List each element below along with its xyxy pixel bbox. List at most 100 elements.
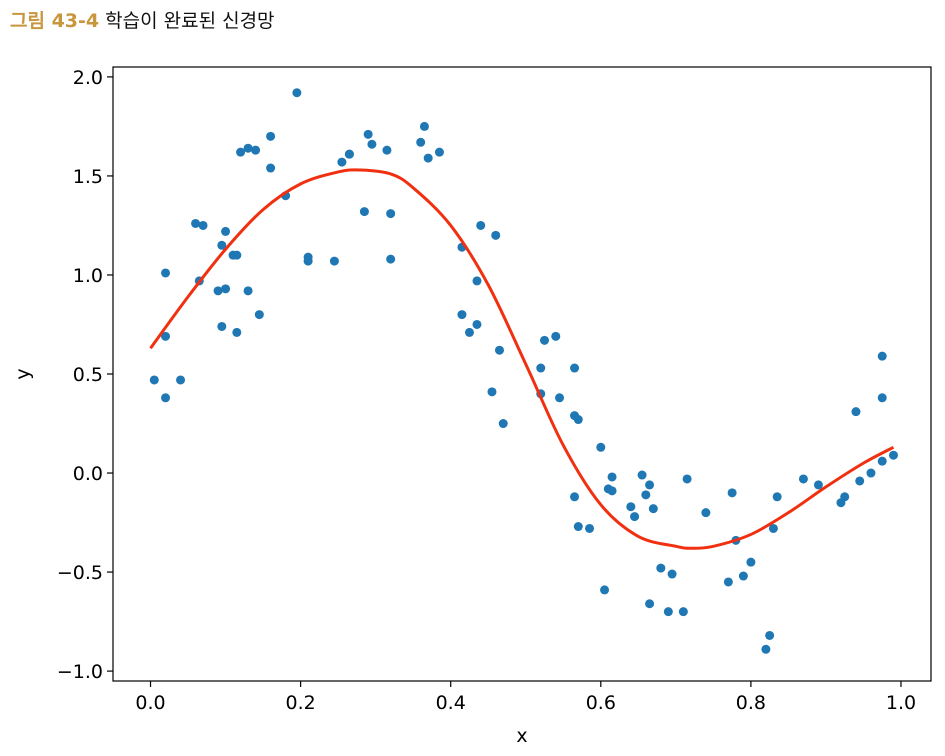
data-point <box>149 375 159 385</box>
data-point <box>540 335 550 345</box>
data-point <box>217 321 227 331</box>
x-tick-label: 0.8 <box>736 692 766 714</box>
data-point <box>877 393 887 403</box>
data-point <box>667 569 677 579</box>
y-tick-label: 0.5 <box>73 364 103 386</box>
data-point <box>292 88 302 98</box>
data-point <box>573 415 583 425</box>
x-tick-label: 0.6 <box>586 692 616 714</box>
x-tick-label: 1.0 <box>886 692 916 714</box>
data-point <box>798 474 808 484</box>
data-point <box>161 331 171 341</box>
data-point <box>630 512 640 522</box>
x-tick-label: 0.4 <box>436 692 466 714</box>
data-point <box>254 310 264 320</box>
data-point <box>232 327 242 337</box>
data-point <box>682 474 692 484</box>
data-point <box>217 240 227 250</box>
data-point <box>236 147 246 157</box>
data-point <box>491 230 501 240</box>
data-points <box>149 88 898 654</box>
data-point <box>723 577 733 587</box>
data-point <box>645 599 655 609</box>
x-axis-label: x <box>516 725 527 747</box>
data-point <box>161 268 171 278</box>
data-point <box>344 149 354 159</box>
data-point <box>337 157 347 167</box>
data-point <box>266 163 276 173</box>
fit-curve <box>149 168 895 550</box>
data-point <box>457 310 467 320</box>
y-tick-label: 1.5 <box>73 166 103 188</box>
data-point <box>498 419 508 429</box>
data-point <box>472 319 482 329</box>
data-point <box>243 143 253 153</box>
data-point <box>363 129 373 139</box>
data-point <box>359 207 369 217</box>
data-point <box>600 585 610 595</box>
data-point <box>851 407 861 417</box>
data-point <box>464 327 474 337</box>
data-point <box>161 393 171 403</box>
data-point <box>656 563 666 573</box>
x-axis: 0.0 0.2 0.4 0.6 0.8 1.0 <box>135 681 916 714</box>
data-point <box>176 375 186 385</box>
data-point <box>367 139 377 149</box>
data-point <box>423 153 433 163</box>
data-point <box>266 131 276 141</box>
data-point <box>626 502 636 512</box>
data-point <box>765 630 775 640</box>
y-tick-label: 1.0 <box>73 265 103 287</box>
data-point <box>382 145 392 155</box>
data-point <box>866 468 876 478</box>
data-point <box>772 492 782 502</box>
data-point <box>637 470 647 480</box>
y-axis: −1.0 −0.5 0.0 0.5 1.0 1.5 2.0 <box>57 67 113 683</box>
data-point <box>768 523 778 533</box>
data-point <box>855 476 865 486</box>
data-point <box>840 492 850 502</box>
data-point <box>191 218 201 228</box>
data-point <box>573 522 583 532</box>
data-point <box>813 480 823 490</box>
figure-caption: 그림 43-4 학습이 완료된 신경망 <box>10 6 275 33</box>
data-point <box>645 480 655 490</box>
data-point <box>551 331 561 341</box>
data-point <box>877 456 887 466</box>
data-point <box>472 276 482 286</box>
data-point <box>536 363 546 373</box>
data-point <box>727 488 737 498</box>
data-point <box>555 393 565 403</box>
y-tick-label: −0.5 <box>57 562 103 584</box>
data-point <box>476 220 486 230</box>
figure-number: 그림 43-4 <box>10 10 100 32</box>
data-point <box>746 557 756 567</box>
data-point <box>678 607 688 617</box>
data-point <box>585 523 595 533</box>
data-point <box>419 121 429 131</box>
data-point <box>494 345 504 355</box>
data-point <box>416 137 426 147</box>
y-tick-label: 2.0 <box>73 67 103 89</box>
data-point <box>213 286 223 296</box>
data-point <box>607 472 617 482</box>
data-point <box>386 209 396 219</box>
data-point <box>487 387 497 397</box>
data-point <box>303 256 313 266</box>
data-point <box>221 284 231 294</box>
data-point <box>701 508 711 518</box>
data-point <box>386 254 396 264</box>
data-point <box>641 490 651 500</box>
data-point <box>648 504 658 514</box>
y-axis-label: y <box>12 368 34 379</box>
figure-title: 학습이 완료된 신경망 <box>105 10 275 32</box>
data-point <box>221 226 231 236</box>
data-point <box>888 450 898 460</box>
x-tick-label: 0.2 <box>286 692 316 714</box>
y-tick-label: −1.0 <box>57 661 103 683</box>
data-point <box>434 147 444 157</box>
plot-frame <box>112 66 932 682</box>
data-point <box>570 492 580 502</box>
data-point <box>251 145 261 155</box>
